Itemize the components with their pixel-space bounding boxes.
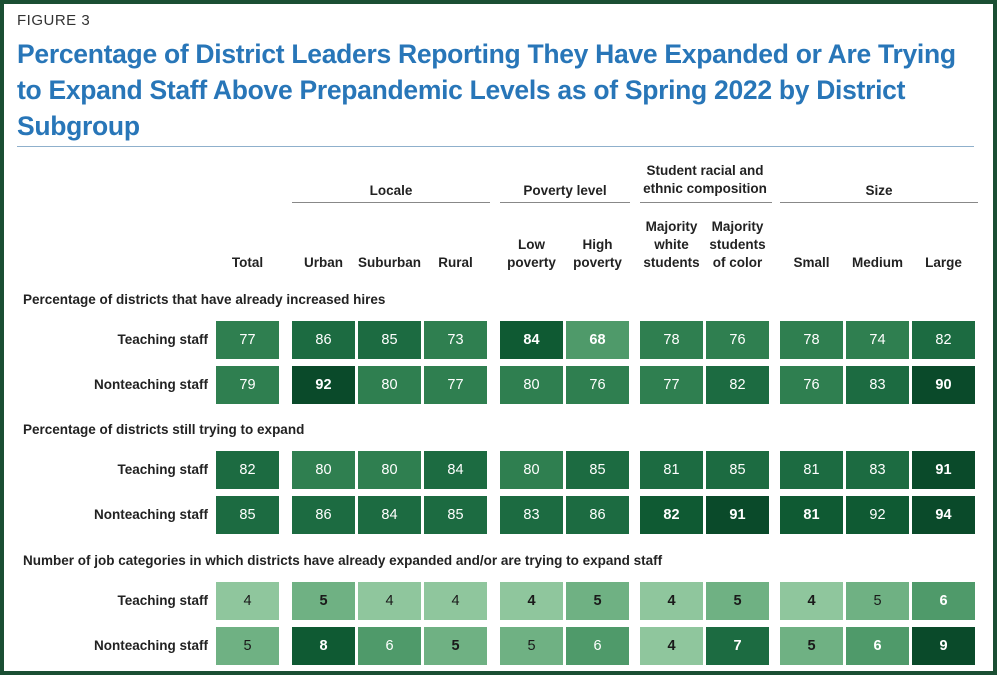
row-label: Teaching staff — [117, 462, 208, 477]
column-header-suburban: Suburban — [358, 255, 421, 270]
data-cell: 78 — [780, 321, 843, 359]
data-cell: 83 — [500, 496, 563, 534]
column-header-majority-white: Majority white students — [643, 219, 700, 270]
data-cell: 91 — [912, 451, 975, 489]
group-header-size: Size — [865, 183, 893, 198]
column-header-urban: Urban — [303, 255, 343, 270]
section-title: Percentage of districts still trying to … — [23, 422, 305, 437]
data-cell: 5 — [780, 627, 843, 665]
data-cell: 80 — [292, 451, 355, 489]
section-title: Number of job categories in which distri… — [23, 553, 663, 568]
data-cell: 92 — [292, 366, 355, 404]
data-cell: 68 — [566, 321, 629, 359]
data-cell: 5 — [500, 627, 563, 665]
data-cell: 76 — [706, 321, 769, 359]
group-header-locale: Locale — [369, 183, 413, 198]
row-label: Nonteaching staff — [93, 377, 208, 392]
data-cell: 74 — [846, 321, 909, 359]
data-cell: 85 — [566, 451, 629, 489]
data-cell: 85 — [216, 496, 279, 534]
data-cell: 9 — [912, 627, 975, 665]
data-cell: 94 — [912, 496, 975, 534]
data-cell: 82 — [216, 451, 279, 489]
data-cell: 5 — [424, 627, 487, 665]
data-cell: 5 — [706, 582, 769, 620]
column-header-rural: Rural — [438, 255, 473, 270]
data-cell: 80 — [358, 451, 421, 489]
group-header-race: Student racial and ethnic composition — [643, 163, 767, 196]
title-rule — [17, 146, 974, 147]
data-cell: 77 — [216, 321, 279, 359]
data-cell: 84 — [358, 496, 421, 534]
section-title: Percentage of districts that have alread… — [23, 292, 386, 307]
data-cell: 80 — [500, 451, 563, 489]
chart-title: Percentage of District Leaders Reporting… — [17, 39, 956, 141]
data-cell: 84 — [500, 321, 563, 359]
data-cell: 4 — [424, 582, 487, 620]
data-cell: 6 — [912, 582, 975, 620]
group-header-poverty: Poverty level — [523, 183, 607, 198]
data-cell: 85 — [706, 451, 769, 489]
column-header-small: Small — [793, 255, 830, 270]
data-cell: 83 — [846, 451, 909, 489]
data-cell: 83 — [846, 366, 909, 404]
data-cell: 82 — [640, 496, 703, 534]
data-cell: 80 — [358, 366, 421, 404]
data-cell: 80 — [500, 366, 563, 404]
data-cell: 5 — [292, 582, 355, 620]
data-cell: 4 — [640, 582, 703, 620]
figure-label: FIGURE 3 — [17, 12, 91, 29]
row-label: Nonteaching staff — [93, 638, 208, 653]
row-label: Teaching staff — [117, 593, 208, 608]
data-cell: 5 — [216, 627, 279, 665]
data-cell: 4 — [500, 582, 563, 620]
data-cell: 76 — [780, 366, 843, 404]
data-cell: 5 — [566, 582, 629, 620]
data-cell: 77 — [424, 366, 487, 404]
data-cell: 81 — [780, 451, 843, 489]
data-cell: 6 — [846, 627, 909, 665]
data-cell: 4 — [216, 582, 279, 620]
data-cell: 73 — [424, 321, 487, 359]
data-cell: 81 — [780, 496, 843, 534]
data-cell: 8 — [292, 627, 355, 665]
data-cell: 84 — [424, 451, 487, 489]
data-cell: 85 — [358, 321, 421, 359]
data-cell: 86 — [292, 496, 355, 534]
data-cell: 90 — [912, 366, 975, 404]
data-cell: 5 — [846, 582, 909, 620]
data-cell: 4 — [780, 582, 843, 620]
data-cell: 81 — [640, 451, 703, 489]
data-cell: 7 — [706, 627, 769, 665]
data-cell: 6 — [566, 627, 629, 665]
data-cell: 82 — [706, 366, 769, 404]
column-header-total: Total — [231, 255, 264, 270]
data-cell: 92 — [846, 496, 909, 534]
data-cell: 78 — [640, 321, 703, 359]
data-cell: 82 — [912, 321, 975, 359]
data-cell: 79 — [216, 366, 279, 404]
data-cell: 86 — [292, 321, 355, 359]
column-header-high-poverty: High poverty — [573, 237, 622, 270]
data-cell: 85 — [424, 496, 487, 534]
data-cell: 86 — [566, 496, 629, 534]
row-label: Nonteaching staff — [93, 507, 208, 522]
column-header-majority-color: Majority students of color — [709, 219, 766, 270]
column-header-medium: Medium — [851, 255, 903, 270]
group-line-locale — [292, 202, 490, 203]
group-line-poverty — [500, 202, 630, 203]
data-cell: 6 — [358, 627, 421, 665]
column-header-low-poverty: Low poverty — [507, 237, 556, 270]
group-line-size — [780, 202, 978, 203]
data-cell: 91 — [706, 496, 769, 534]
data-cell: 76 — [566, 366, 629, 404]
data-cell: 4 — [358, 582, 421, 620]
group-line-race — [640, 202, 772, 203]
data-cell: 4 — [640, 627, 703, 665]
row-label: Teaching staff — [117, 332, 208, 347]
column-header-large: Large — [925, 255, 962, 270]
data-cell: 77 — [640, 366, 703, 404]
